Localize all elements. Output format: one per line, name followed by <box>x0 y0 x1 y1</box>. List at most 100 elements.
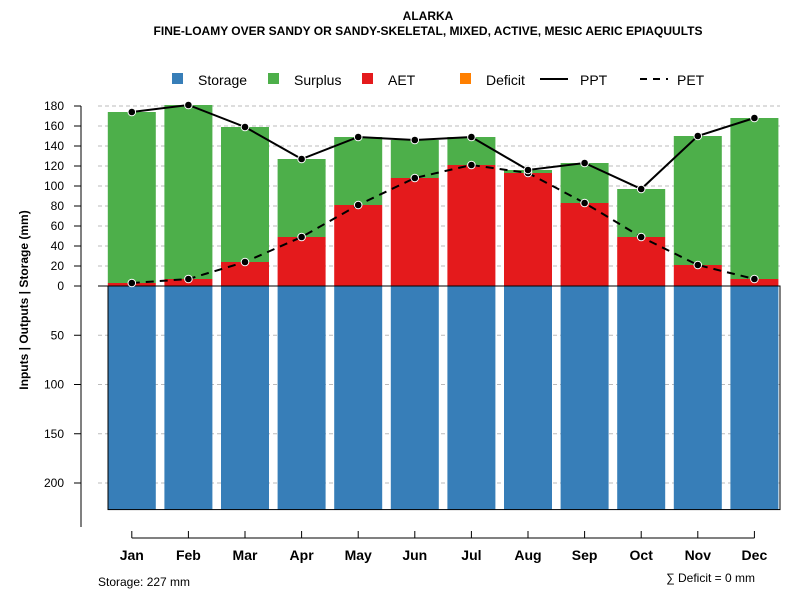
series-lines <box>127 100 759 288</box>
point-ppt-oct <box>636 184 646 194</box>
bar-storage-dec <box>730 286 779 510</box>
bar-storage-aug <box>504 286 552 510</box>
point-pet-oct <box>636 232 646 242</box>
y-tick-label-upper-140: 140 <box>44 139 64 153</box>
x-tick-label-oct: Oct <box>630 547 654 563</box>
bar-aet-sep <box>560 203 609 286</box>
bar-surplus-oct <box>617 189 666 237</box>
legend-label-storage: Storage <box>198 72 247 88</box>
y-tick-label-upper-20: 20 <box>51 259 65 273</box>
bar-storage-nov <box>673 286 722 510</box>
point-ppt-mar <box>240 122 250 132</box>
point-pet-jan <box>127 278 137 288</box>
bar-storage-jul <box>447 286 496 510</box>
y-tick-label-upper-80: 80 <box>51 199 65 213</box>
bar-storage-sep <box>560 286 609 510</box>
point-ppt-sep <box>580 158 589 168</box>
legend-label-deficit: Deficit <box>486 72 525 88</box>
x-tick-label-feb: Feb <box>176 547 201 563</box>
bar-surplus-apr <box>277 159 326 237</box>
x-tick-label-sep: Sep <box>572 547 598 563</box>
point-pet-sep <box>580 198 589 208</box>
legend: Storage Surplus AET Deficit PPT PET <box>172 72 705 88</box>
y-tick-label-lower-50: 50 <box>51 328 65 342</box>
bar-surplus-jul <box>447 137 496 165</box>
bar-aet-jul <box>447 165 496 286</box>
bar-storage-jun <box>390 286 439 510</box>
y-tick-label-upper-160: 160 <box>44 119 64 133</box>
point-ppt-aug <box>523 165 533 175</box>
point-pet-apr <box>297 232 306 242</box>
x-tick-label-apr: Apr <box>290 547 315 563</box>
x-tick-label-may: May <box>345 547 372 563</box>
bar-surplus-jun <box>390 140 439 178</box>
plot-frame <box>98 285 781 511</box>
y-tick-label-upper-180: 180 <box>44 99 64 113</box>
bar-storage-mar <box>221 286 269 510</box>
y-axis-label: Inputs | Outputs | Storage (mm) <box>17 210 31 389</box>
legend-label-aet: AET <box>388 72 416 88</box>
bar-surplus-mar <box>221 127 269 262</box>
bar-aet-nov <box>673 265 722 286</box>
point-ppt-jun <box>410 135 420 145</box>
bar-aet-oct <box>617 237 666 286</box>
bar-aet-may <box>334 205 383 286</box>
point-ppt-nov <box>693 131 703 141</box>
point-ppt-jan <box>127 107 137 117</box>
legend-swatch-storage <box>172 73 183 84</box>
point-pet-nov <box>693 260 703 270</box>
bar-storage-jan <box>107 286 156 510</box>
legend-label-ppt: PPT <box>580 72 608 88</box>
bar-aet-jun <box>390 178 439 286</box>
point-ppt-may <box>353 132 363 142</box>
bars <box>107 105 779 510</box>
bar-aet-aug <box>504 173 552 286</box>
x-tick-label-aug: Aug <box>514 547 541 563</box>
chart-title: ALARKA <box>403 9 454 23</box>
point-ppt-apr <box>297 154 306 164</box>
legend-swatch-surplus <box>268 73 279 84</box>
y-tick-label-lower-200: 200 <box>44 476 64 490</box>
legend-swatch-aet <box>362 73 373 84</box>
y-tick-label-lower-150: 150 <box>44 427 64 441</box>
point-pet-dec <box>750 274 759 284</box>
x-tick-label-jan: Jan <box>120 547 144 563</box>
axes: 0 20 40 60 80 100 120 140 160 180 50 100 150 200 Jan Fe… <box>44 99 767 563</box>
x-tick-label-jun: Jun <box>402 547 427 563</box>
bar-surplus-dec <box>730 118 779 279</box>
bar-surplus-feb <box>164 105 213 279</box>
storage-label: Storage: 227 mm <box>98 575 190 589</box>
bar-surplus-sep <box>560 163 609 203</box>
y-tick-label-upper-40: 40 <box>51 239 65 253</box>
x-tick-label-jul: Jul <box>461 547 481 563</box>
x-tick-label-nov: Nov <box>685 547 712 563</box>
y-tick-label-upper-100: 100 <box>44 179 64 193</box>
x-tick-label-mar: Mar <box>233 547 258 563</box>
bar-surplus-nov <box>673 136 722 265</box>
point-pet-feb <box>184 274 193 284</box>
bar-storage-oct <box>617 286 666 510</box>
point-ppt-dec <box>750 113 759 123</box>
legend-label-surplus: Surplus <box>294 72 341 88</box>
y-tick-label-upper-60: 60 <box>51 219 65 233</box>
point-ppt-jul <box>467 132 476 142</box>
line-ppt <box>131 103 755 191</box>
bar-surplus-jan <box>107 112 156 283</box>
point-pet-mar <box>240 257 250 267</box>
y-tick-label-upper-120: 120 <box>44 159 64 173</box>
deficit-label: ∑ Deficit = 0 mm <box>666 571 755 585</box>
legend-label-pet: PET <box>677 72 705 88</box>
bar-storage-apr <box>277 286 326 510</box>
bar-storage-feb <box>164 286 213 510</box>
point-pet-jun <box>410 173 420 183</box>
chart-subtitle: FINE-LOAMY OVER SANDY OR SANDY-SKELETAL,… <box>154 24 703 38</box>
bar-storage-may <box>334 286 383 510</box>
y-tick-label-upper-0: 0 <box>57 279 64 293</box>
point-pet-may <box>353 200 363 210</box>
line-pet <box>131 163 755 284</box>
point-ppt-feb <box>184 100 193 110</box>
x-tick-label-dec: Dec <box>742 547 768 563</box>
y-tick-label-lower-100: 100 <box>44 378 64 392</box>
bar-surplus-may <box>334 137 383 205</box>
